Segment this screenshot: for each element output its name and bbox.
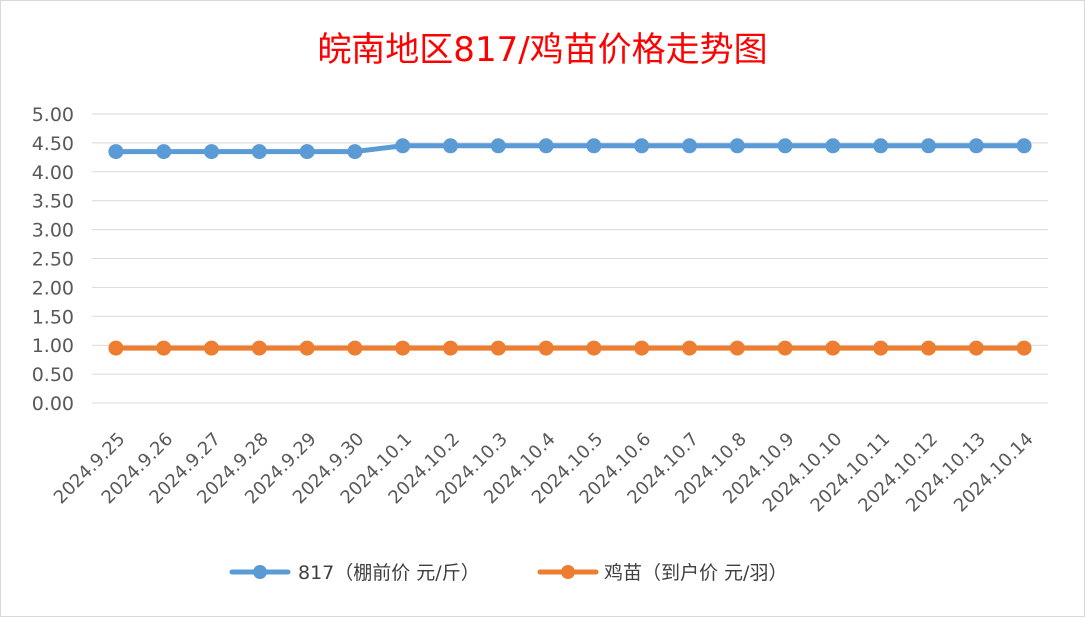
data-point [347, 144, 363, 160]
data-point [873, 138, 889, 154]
data-point [490, 340, 506, 356]
data-point [1016, 138, 1032, 154]
data-point [682, 340, 697, 356]
data-point [968, 340, 984, 356]
y-tick-label: 1.00 [32, 335, 74, 357]
legend-marker [253, 565, 267, 579]
data-point [634, 138, 650, 154]
data-point [586, 340, 602, 356]
legend-label: 鸡苗（到户价 元/羽） [604, 562, 787, 584]
data-point [156, 144, 172, 160]
data-point [538, 138, 554, 154]
data-point [299, 340, 315, 356]
data-point [490, 138, 506, 154]
data-point [443, 340, 458, 356]
data-point [586, 138, 602, 154]
data-point [299, 144, 315, 160]
y-tick-label: 0.50 [32, 364, 74, 386]
data-point [538, 340, 554, 356]
y-tick-label: 2.00 [32, 277, 74, 299]
legend-marker [561, 565, 575, 579]
chart-title: 皖南地区817/鸡苗价格走势图 [317, 30, 768, 70]
data-point [729, 340, 745, 356]
data-point [873, 340, 889, 356]
data-point [634, 340, 650, 356]
data-point [777, 138, 793, 154]
series-line [113, 143, 1027, 155]
data-point [825, 138, 841, 154]
data-point [395, 340, 411, 356]
data-point [682, 138, 697, 154]
y-tick-label: 4.00 [32, 162, 74, 184]
data-point [1016, 340, 1032, 356]
data-point [729, 138, 745, 154]
y-tick-label: 2.50 [32, 249, 74, 271]
data-point [443, 138, 458, 154]
y-tick-label: 5.00 [32, 104, 74, 126]
data-point [204, 340, 219, 356]
data-point [825, 340, 841, 356]
data-point [251, 144, 267, 160]
data-point [921, 138, 936, 154]
data-point [156, 340, 172, 356]
data-point [108, 340, 124, 356]
legend-label: 817（棚前价 元/斤） [298, 562, 480, 584]
data-point [347, 340, 363, 356]
y-tick-label: 3.50 [32, 191, 74, 213]
data-point [108, 144, 124, 160]
data-point [968, 138, 984, 154]
data-point [921, 340, 936, 356]
data-point [251, 340, 267, 356]
data-point [777, 340, 793, 356]
y-tick-label: 0.00 [32, 393, 74, 415]
y-tick-label: 1.50 [32, 306, 74, 328]
data-point [204, 144, 219, 160]
y-tick-label: 3.00 [32, 220, 74, 242]
y-tick-label: 4.50 [32, 133, 74, 155]
data-point [395, 138, 411, 154]
